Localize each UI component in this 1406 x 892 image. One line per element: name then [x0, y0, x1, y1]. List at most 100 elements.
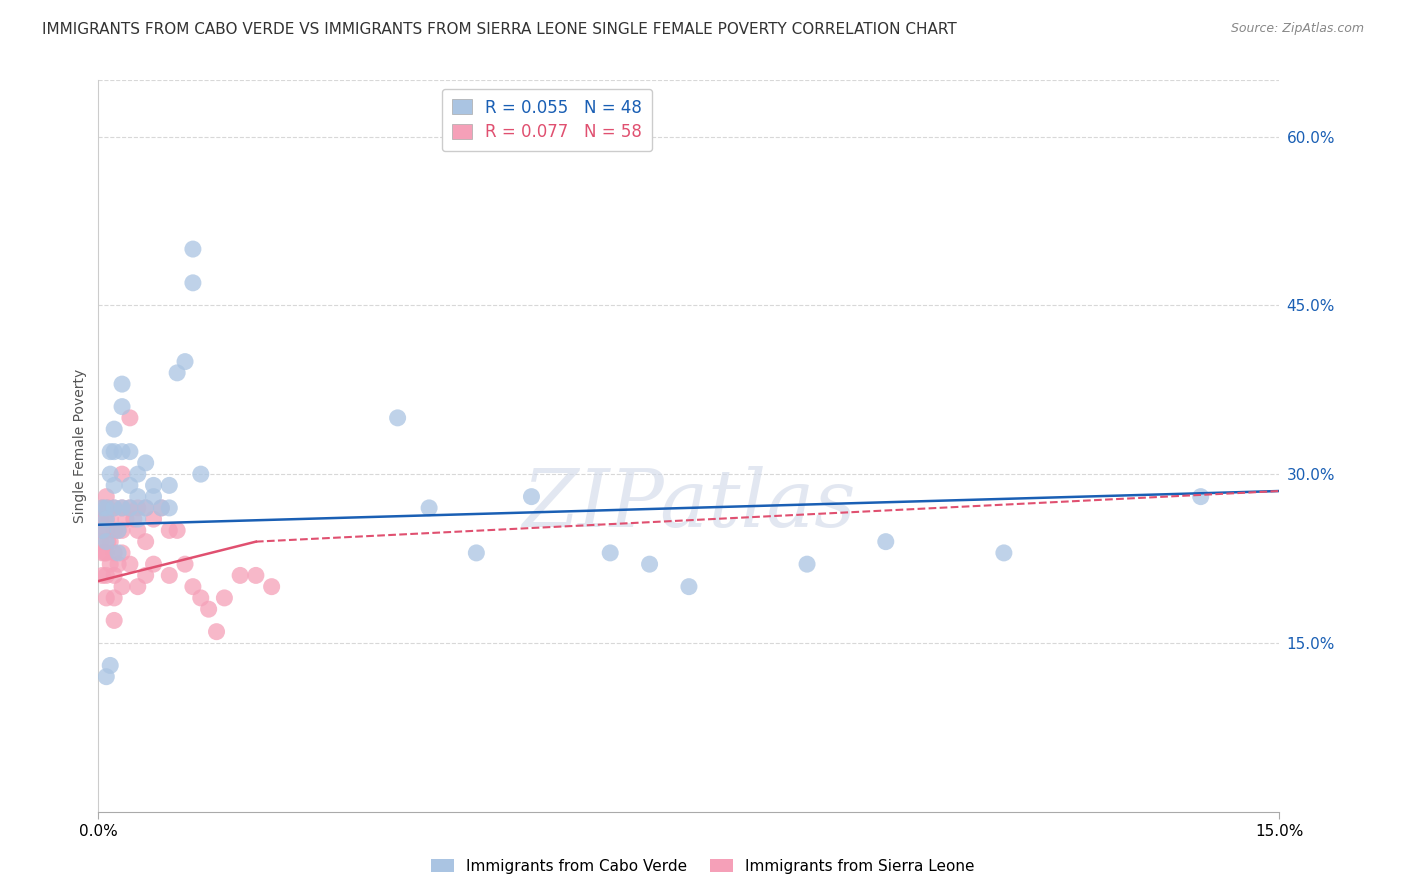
Point [96, 500, 118, 515]
Point [93, 512, 115, 526]
Point [127, 467, 149, 482]
Point [98, 557, 121, 571]
Point [166, 366, 188, 380]
Point [103, 500, 125, 515]
Point [122, 512, 145, 526]
Point [135, 500, 157, 515]
Point [599, 546, 621, 560]
Point [111, 377, 134, 392]
Point [229, 568, 252, 582]
Point [91, 568, 114, 582]
Point [96, 512, 118, 526]
Point [197, 602, 219, 616]
Point [157, 524, 180, 538]
Point [97, 534, 120, 549]
Point [190, 467, 212, 482]
Point [111, 546, 134, 560]
Text: IMMIGRANTS FROM CABO VERDE VS IMMIGRANTS FROM SIERRA LEONE SINGLE FEMALE POVERTY: IMMIGRANTS FROM CABO VERDE VS IMMIGRANTS… [42, 22, 957, 37]
Point [98, 512, 121, 526]
Point [118, 500, 141, 515]
Point [127, 580, 149, 594]
Point [118, 410, 141, 425]
Point [91, 500, 114, 515]
Point [387, 410, 409, 425]
Point [97, 500, 120, 515]
Point [96, 512, 118, 526]
Point [678, 580, 700, 594]
Point [127, 512, 149, 526]
Point [103, 478, 125, 492]
Point [96, 490, 118, 504]
Point [96, 534, 118, 549]
Point [98, 534, 121, 549]
Legend: Immigrants from Cabo Verde, Immigrants from Sierra Leone: Immigrants from Cabo Verde, Immigrants f… [425, 853, 981, 880]
Point [135, 568, 157, 582]
Point [111, 467, 134, 482]
Point [103, 614, 125, 628]
Point [135, 500, 157, 515]
Legend: R = 0.055   N = 48, R = 0.077   N = 58: R = 0.055 N = 48, R = 0.077 N = 58 [441, 88, 652, 152]
Point [96, 546, 118, 560]
Point [174, 354, 197, 368]
Point [993, 546, 1015, 560]
Point [118, 500, 141, 515]
Point [638, 557, 661, 571]
Point [181, 580, 204, 594]
Point [107, 524, 129, 538]
Point [103, 524, 125, 538]
Point [875, 534, 897, 549]
Point [98, 467, 121, 482]
Point [118, 557, 141, 571]
Point [98, 658, 121, 673]
Point [142, 478, 165, 492]
Point [465, 546, 488, 560]
Point [520, 490, 543, 504]
Point [111, 580, 134, 594]
Point [96, 591, 118, 605]
Point [103, 591, 125, 605]
Point [98, 444, 121, 458]
Point [103, 546, 125, 560]
Point [118, 444, 141, 458]
Point [96, 568, 118, 582]
Point [91, 524, 114, 538]
Point [157, 478, 180, 492]
Point [90, 512, 112, 526]
Point [107, 524, 129, 538]
Text: Source: ZipAtlas.com: Source: ZipAtlas.com [1230, 22, 1364, 36]
Point [118, 478, 141, 492]
Point [418, 500, 440, 515]
Point [103, 444, 125, 458]
Point [115, 512, 138, 526]
Point [245, 568, 267, 582]
Point [142, 557, 165, 571]
Point [127, 524, 149, 538]
Point [111, 400, 134, 414]
Point [107, 557, 129, 571]
Point [91, 546, 114, 560]
Point [190, 591, 212, 605]
Point [181, 276, 204, 290]
Point [103, 568, 125, 582]
Point [135, 534, 157, 549]
Point [166, 524, 188, 538]
Point [111, 500, 134, 515]
Point [214, 591, 236, 605]
Point [93, 546, 115, 560]
Point [103, 500, 125, 515]
Point [142, 490, 165, 504]
Point [205, 624, 228, 639]
Point [796, 557, 818, 571]
Point [91, 500, 114, 515]
Point [174, 557, 197, 571]
Y-axis label: Single Female Poverty: Single Female Poverty [73, 369, 87, 523]
Point [127, 490, 149, 504]
Point [135, 456, 157, 470]
Point [96, 670, 118, 684]
Point [90, 534, 112, 549]
Point [111, 524, 134, 538]
Point [157, 500, 180, 515]
Point [157, 568, 180, 582]
Point [103, 422, 125, 436]
Point [1189, 490, 1212, 504]
